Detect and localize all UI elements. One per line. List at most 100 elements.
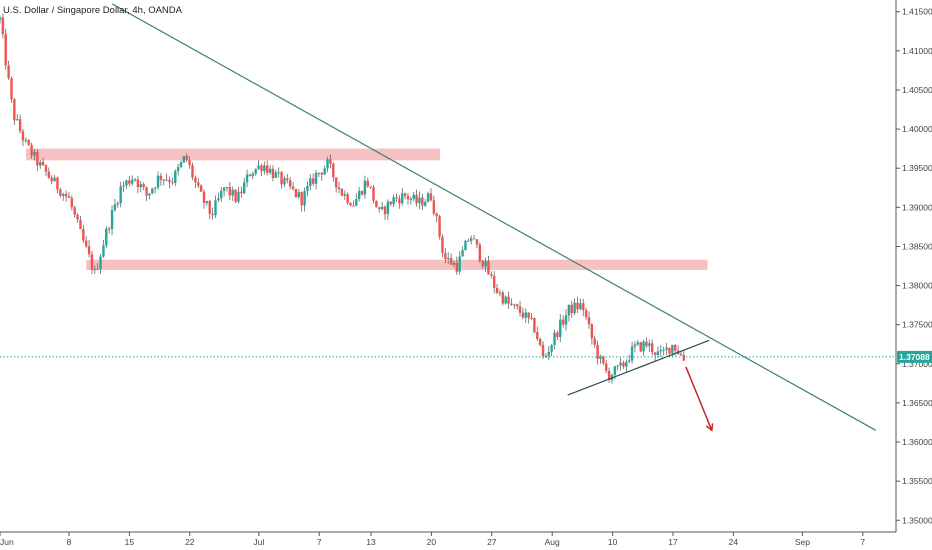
candle-down — [234, 189, 237, 202]
candle-down — [197, 182, 200, 186]
candle-down — [602, 356, 605, 364]
candle-up — [452, 262, 456, 265]
candle-down — [607, 370, 611, 381]
candle-up — [96, 268, 99, 270]
price-tick-label: 1.36500 — [902, 398, 932, 408]
candle-down — [518, 306, 522, 313]
candle-down — [291, 186, 295, 189]
candle-down — [199, 185, 203, 192]
candle-up — [498, 292, 502, 294]
candle-down — [311, 178, 315, 184]
candle-down — [47, 171, 51, 178]
candle-up — [205, 200, 209, 203]
candle-up — [303, 191, 306, 206]
candle-down — [645, 341, 648, 347]
candle-down — [320, 172, 323, 175]
candle-down — [570, 304, 573, 314]
candle-up — [625, 361, 628, 367]
candle-down — [584, 310, 588, 318]
candle-down — [435, 213, 438, 217]
candle-down — [444, 252, 447, 260]
candle-down — [136, 179, 140, 188]
candle-down — [171, 182, 174, 184]
candle-down — [668, 347, 671, 354]
candle-down — [507, 296, 510, 304]
candle-up — [179, 162, 183, 167]
time-tick-label: Aug — [545, 537, 560, 547]
candle-up — [245, 174, 249, 183]
candle-up — [461, 250, 464, 257]
candle-up — [93, 269, 97, 271]
candle-up — [24, 140, 28, 142]
candle-up — [174, 171, 177, 183]
candle-down — [90, 254, 94, 270]
candle-down — [395, 197, 398, 199]
time-tick-label: 20 — [427, 537, 437, 547]
candle-down — [44, 165, 48, 172]
candle-down — [510, 303, 513, 305]
candle-up — [409, 199, 413, 201]
candle-up — [564, 315, 568, 325]
candle-down — [673, 344, 677, 351]
candle-down — [429, 193, 433, 201]
candle-up — [392, 197, 395, 205]
candle-up — [251, 173, 255, 177]
time-tick-label: Jun — [0, 537, 14, 547]
candle-up — [559, 319, 562, 338]
candle-up — [283, 178, 286, 185]
candle-up — [567, 304, 571, 316]
candle-up — [257, 165, 260, 169]
candle-down — [128, 180, 131, 184]
candle-down — [10, 77, 13, 100]
candle-up — [544, 355, 548, 357]
candle-down — [596, 344, 599, 359]
trendlines[interactable] — [0, 3, 896, 432]
candle-down — [286, 178, 289, 181]
candle-down — [1, 17, 5, 35]
time-axis[interactable]: Jun 8 15 22 Jul 7 13 20 27 Aug 10 17 24 Sep 7 — [0, 531, 896, 547]
candle-down — [300, 192, 303, 206]
candle-down — [337, 187, 341, 189]
candle-down — [438, 216, 441, 237]
candle-up — [306, 185, 309, 192]
time-tick-label: 13 — [366, 537, 376, 547]
candle-down — [682, 355, 686, 361]
candle-up — [113, 204, 117, 211]
candle-up — [633, 344, 637, 347]
candle-down — [50, 177, 53, 182]
candle-down — [73, 207, 76, 215]
candle-down — [561, 319, 565, 325]
candle-down — [211, 213, 214, 216]
candle-down — [475, 239, 479, 245]
candle-up — [642, 341, 645, 352]
candle-up — [355, 199, 358, 206]
candle-up — [648, 343, 651, 347]
candle-down — [165, 179, 168, 181]
candle-up — [277, 172, 280, 174]
candle-down — [240, 191, 243, 194]
candle-down — [449, 258, 453, 265]
candle-up — [237, 191, 240, 202]
candle-up — [671, 344, 674, 354]
candle-down — [651, 343, 654, 353]
price-tick-label: 1.41500 — [902, 7, 932, 17]
candle-down — [590, 324, 594, 339]
price-axis[interactable]: 1.41500 1.41000 1.40500 1.40000 1.39500 1.390… — [895, 0, 932, 532]
price-tick-label: 1.36000 — [902, 437, 932, 447]
price-tick-label: 1.38500 — [902, 241, 932, 251]
candle-down — [432, 200, 436, 214]
chart-title: U.S. Dollar / Singapore Dollar, 4h, OAND… — [3, 5, 182, 16]
candle-up — [524, 312, 527, 318]
candle-up — [412, 194, 415, 200]
candle-up — [401, 193, 404, 204]
candle-down — [455, 262, 459, 272]
resistance-zone-1 — [25, 148, 441, 161]
forecast-arrow-shaft — [685, 366, 713, 431]
candle-down — [185, 156, 188, 160]
candle-down — [334, 177, 338, 188]
candle-up — [616, 365, 619, 367]
candle-down — [372, 187, 375, 201]
candle-down — [352, 205, 355, 207]
